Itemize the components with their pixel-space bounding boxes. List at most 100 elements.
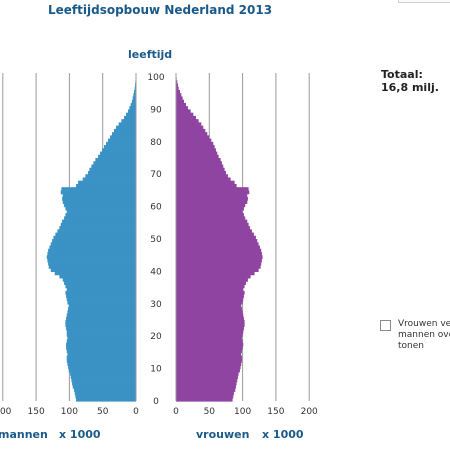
bar-mannen [68, 303, 136, 308]
bar-vrouwen [176, 226, 250, 230]
bar-vrouwen [176, 167, 225, 172]
bar-mannen [128, 109, 136, 114]
age-tick-label: 0 [153, 397, 159, 407]
bar-vrouwen [176, 135, 210, 140]
bar-mannen [72, 381, 136, 386]
bar-mannen [124, 115, 136, 120]
x-tick-label-mannen: 50 [97, 407, 109, 417]
bar-mannen [133, 93, 136, 98]
bar-mannen [66, 345, 136, 350]
bar-vrouwen [176, 229, 252, 234]
age-tick-label: 20 [150, 332, 162, 342]
bar-vrouwen [176, 177, 231, 182]
x-tick-label-vrouwen: 50 [204, 407, 216, 417]
compare-checkbox[interactable] [380, 320, 391, 331]
total-population: Totaal: 16,8 milj. [381, 68, 439, 94]
bar-mannen [66, 339, 136, 344]
bar-mannen [66, 294, 136, 298]
bar-mannen [54, 271, 136, 276]
bar-mannen [66, 287, 136, 292]
bar-mannen [68, 307, 136, 311]
bar-vrouwen [176, 371, 239, 376]
mannen-axis-label: mannen [0, 428, 48, 441]
bar-vrouwen [176, 145, 215, 149]
bar-vrouwen [176, 261, 262, 266]
x-tick-label-vrouwen: 0 [173, 407, 179, 417]
total-value: 16,8 milj. [381, 81, 439, 94]
bar-mannen [48, 248, 137, 253]
bar-mannen [100, 151, 136, 156]
bar-mannen [65, 284, 136, 289]
bar-vrouwen [176, 161, 222, 166]
bar-mannen [74, 388, 136, 392]
x-tick-label-vrouwen: 100 [234, 407, 251, 417]
bar-vrouwen [176, 248, 262, 253]
bar-vrouwen [176, 251, 262, 256]
vrouwen-axis-label: vrouwen [196, 428, 250, 441]
age-tick-label: 40 [150, 267, 162, 277]
bar-mannen [62, 219, 136, 224]
bar-mannen [89, 167, 136, 172]
bar-vrouwen [176, 89, 180, 94]
bar-vrouwen [176, 388, 236, 392]
bar-vrouwen [176, 128, 206, 133]
bar-mannen [66, 355, 136, 360]
bar-vrouwen [176, 151, 218, 156]
bar-vrouwen [176, 154, 219, 159]
bar-mannen [66, 349, 136, 353]
bar-vrouwen [176, 109, 191, 114]
bar-vrouwen [176, 281, 246, 285]
bar-vrouwen [176, 158, 221, 162]
bar-mannen [82, 177, 136, 182]
bar-mannen [108, 138, 136, 143]
bar-mannen [66, 342, 136, 347]
age-tick-label: 60 [150, 203, 162, 213]
vrouwen-unit-label: x 1000 [262, 428, 304, 441]
x-tick-label-vrouwen: 150 [267, 407, 284, 417]
bar-vrouwen [176, 381, 237, 386]
bar-vrouwen [176, 255, 263, 260]
x-tick-label-mannen: 0 [133, 407, 139, 417]
bar-mannen [66, 326, 136, 331]
bar-vrouwen [176, 271, 255, 276]
bar-mannen [66, 358, 136, 363]
bar-vrouwen [176, 138, 212, 143]
bar-mannen [50, 242, 136, 247]
bar-mannen [67, 310, 136, 315]
bar-vrouwen [176, 368, 240, 373]
bar-mannen [106, 141, 136, 146]
bar-mannen [67, 352, 136, 357]
bar-vrouwen [176, 235, 256, 240]
bar-mannen [95, 158, 136, 162]
bar-vrouwen [176, 352, 242, 357]
bar-vrouwen [176, 397, 233, 402]
bar-vrouwen [176, 375, 238, 379]
bar-vrouwen [176, 209, 243, 214]
age-tick-label: 50 [150, 235, 162, 245]
bar-mannen [66, 329, 136, 334]
bar-mannen [110, 135, 136, 140]
bar-vrouwen [176, 99, 184, 104]
bar-mannen [134, 86, 136, 91]
bar-mannen [65, 290, 136, 295]
bar-vrouwen [176, 284, 245, 289]
bar-vrouwen [176, 290, 245, 295]
bar-mannen [61, 187, 136, 191]
bar-mannen [64, 281, 136, 285]
bar-vrouwen [176, 384, 236, 389]
bar-vrouwen [176, 219, 248, 224]
x-tick-label-mannen: 200 [0, 407, 12, 417]
bar-mannen [64, 216, 136, 221]
bar-vrouwen [176, 297, 244, 302]
bar-mannen [55, 232, 136, 237]
x-tick-label-vrouwen: 200 [301, 407, 318, 417]
bar-vrouwen [176, 112, 194, 117]
bar-vrouwen [176, 122, 202, 127]
compare-checkbox-label: Vrouwen ver mannen ove tonen [398, 319, 450, 351]
bar-vrouwen [176, 83, 178, 88]
bar-mannen [132, 99, 136, 104]
bar-vrouwen [176, 174, 228, 179]
bar-vrouwen [176, 329, 244, 334]
bar-mannen [104, 145, 136, 149]
